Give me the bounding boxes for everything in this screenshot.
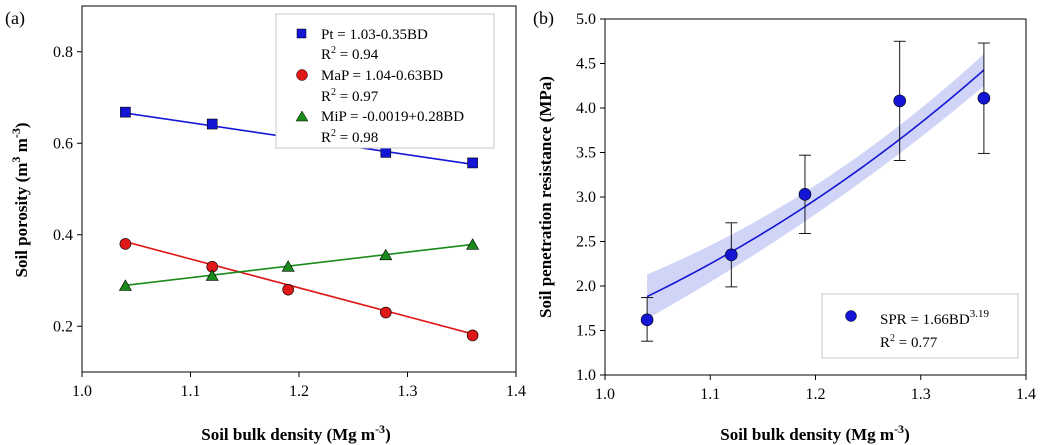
data-point-mip — [205, 269, 219, 281]
panel-b-y-ticks: 1.0 1.5 2.0 2.5 3.0 3.5 4.0 4.5 5.0 — [576, 11, 605, 384]
panel-b-y-axis-label: Soil penetration resistance (MPa) — [536, 76, 555, 318]
data-point-spr — [640, 313, 654, 327]
data-point-pt — [120, 106, 131, 118]
panel-a-legend-box — [275, 13, 495, 149]
panel-b-legend: SPR = 1.66BD3.19 R2 = 0.77 — [821, 293, 1019, 359]
legend-map-label: MaP = 1.04-0.63BD — [321, 68, 443, 84]
legend-mip-marker — [295, 110, 309, 122]
panel-a-x-tick-label: 1.3 — [398, 383, 418, 400]
legend-spr-r2: R2 = 0.77 — [880, 333, 938, 351]
panel-a-y-tick-label: 0.6 — [53, 135, 73, 152]
data-point-mip — [281, 260, 295, 272]
panel-b-x-tick-label: 1.0 — [595, 386, 615, 403]
panel-b-x-tick-label: 1.2 — [806, 386, 826, 403]
fit-line-mip — [125, 243, 473, 287]
panel-b-y-tick-label: 2.0 — [576, 278, 596, 295]
panel-a-y-tick-label: 0.4 — [53, 227, 73, 244]
panel-a: (a) 1.0 1.1 1.2 1.3 1.4 0.2 0.4 0.6 0.8 Soil bu… — [5, 5, 526, 444]
panel-a-markers — [118, 106, 480, 342]
panel-b-y-tick-label: 4.0 — [576, 100, 596, 117]
panel-a-x-ticks: 1.0 1.1 1.2 1.3 1.4 — [72, 372, 526, 400]
panel-b-x-tick-label: 1.4 — [1016, 386, 1036, 403]
data-point-pt — [380, 147, 392, 158]
fit-line-map — [125, 240, 473, 335]
confidence-band-area — [647, 53, 984, 319]
panel-b-y-tick-label: 1.5 — [576, 323, 596, 340]
panel-b-y-tick-label: 5.0 — [576, 11, 596, 28]
data-point-map — [466, 329, 479, 342]
fit-curve-spr — [646, 69, 985, 298]
legend-pt-r2: R2 = 0.94 — [321, 45, 379, 63]
panel-b-fit-curve — [646, 69, 985, 298]
panel-a-y-ticks: 0.2 0.4 0.6 0.8 — [53, 44, 82, 335]
data-point-mip — [118, 279, 132, 291]
data-point-map — [119, 238, 132, 250]
legend-map-marker — [296, 69, 308, 81]
data-point-spr — [893, 94, 907, 108]
data-point-spr — [724, 248, 738, 262]
panel-b-y-tick-label: 2.5 — [576, 234, 596, 251]
panel-a-legend: Pt = 1.03-0.35BD R2 = 0.94 MaP = 1.04-0.… — [275, 13, 495, 149]
panel-b-y-tick-label: 3.0 — [576, 189, 596, 206]
panel-b-x-tick-label: 1.1 — [700, 386, 720, 403]
panel-b-y-tick-label: 3.5 — [576, 145, 596, 162]
panel-b-y-tick-label: 1.0 — [576, 367, 596, 384]
panel-a-y-tick-label: 0.2 — [53, 318, 73, 335]
panel-b-y-tick-label: 4.5 — [576, 56, 596, 73]
panel-b-x-tick-label: 1.3 — [911, 386, 931, 403]
legend-mip-label: MiP = -0.0019+0.28BD — [321, 109, 464, 125]
panel-a-x-tick-label: 1.1 — [181, 383, 201, 400]
data-point-mip — [466, 238, 480, 250]
data-point-spr — [977, 91, 991, 105]
data-point-spr — [798, 188, 812, 201]
panel-a-y-axis-label: Soil porosity (m3 m-3) — [9, 122, 31, 277]
legend-pt-marker — [296, 28, 307, 39]
data-point-pt — [467, 157, 478, 169]
panel-a-label: (a) — [5, 8, 25, 29]
data-point-map — [282, 283, 294, 296]
panel-b-markers — [640, 91, 991, 327]
legend-spr-label: SPR = 1.66BD3.19 — [880, 308, 990, 328]
data-point-pt — [206, 118, 218, 130]
panel-a-x-tick-label: 1.0 — [72, 383, 92, 400]
data-point-mip — [379, 248, 393, 261]
legend-mip-r2: R2 = 0.98 — [321, 128, 378, 146]
legend-pt-label: Pt = 1.03-0.35BD — [321, 27, 428, 43]
panel-a-x-tick-label: 1.2 — [289, 383, 309, 400]
panel-b: (b) 1.0 1.1 1.2 1.3 1.4 1.0 1.5 2.0 2.5 3.0 3.5 4.… — [533, 8, 1036, 444]
panel-a-x-axis-label: Soil bulk density (Mg m-3) — [201, 422, 390, 444]
panel-a-y-tick-label: 0.8 — [53, 44, 73, 61]
legend-map-r2: R2 = 0.97 — [321, 87, 379, 105]
panel-b-label: (b) — [533, 8, 554, 29]
panel-b-x-ticks: 1.0 1.1 1.2 1.3 1.4 — [595, 375, 1036, 403]
legend-spr-marker — [845, 310, 857, 322]
panel-b-x-axis-label: Soil bulk density (Mg m-3) — [720, 422, 909, 444]
panel-b-legend-box — [821, 293, 1019, 359]
panel-b-confidence-band — [647, 53, 984, 319]
panel-a-x-tick-label: 1.4 — [506, 383, 526, 400]
data-point-map — [379, 306, 392, 319]
